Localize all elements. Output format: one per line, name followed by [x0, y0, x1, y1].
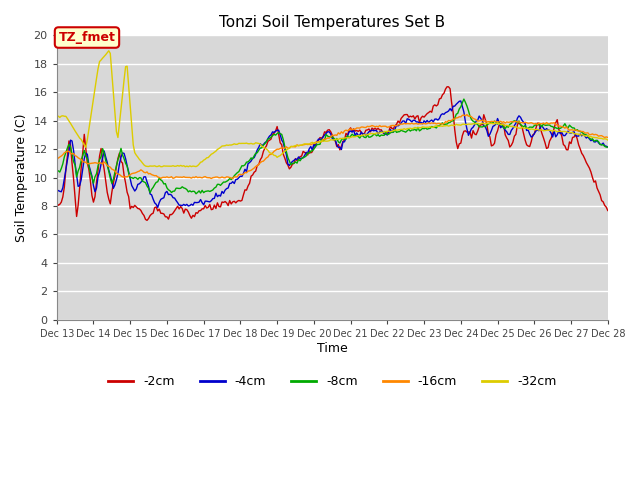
-2cm [540, 135, 547, 141]
-16cm [540, 120, 547, 126]
-4cm [154, 204, 161, 210]
-16cm [368, 123, 376, 129]
Line: -16cm: -16cm [57, 115, 608, 179]
-4cm [540, 125, 547, 131]
-4cm [68, 138, 76, 144]
-16cm [53, 156, 61, 162]
Line: -8cm: -8cm [57, 99, 608, 194]
-16cm [156, 175, 163, 180]
-4cm [157, 196, 164, 202]
-4cm [368, 127, 376, 133]
-32cm [182, 164, 189, 169]
Title: Tonzi Soil Temperatures Set B: Tonzi Soil Temperatures Set B [219, 15, 445, 30]
Line: -2cm: -2cm [57, 87, 608, 220]
-2cm [143, 217, 151, 223]
-2cm [399, 114, 406, 120]
-32cm [370, 131, 378, 136]
-4cm [387, 127, 394, 132]
-4cm [399, 118, 406, 124]
-8cm [156, 175, 163, 181]
-2cm [53, 200, 61, 206]
-8cm [399, 128, 406, 134]
-8cm [53, 168, 61, 173]
-4cm [53, 189, 61, 195]
-32cm [401, 126, 408, 132]
-32cm [68, 123, 76, 129]
-8cm [192, 191, 200, 197]
-16cm [463, 112, 471, 118]
-32cm [604, 137, 612, 143]
-2cm [387, 123, 394, 129]
Text: TZ_fmet: TZ_fmet [58, 31, 115, 44]
-32cm [105, 48, 113, 54]
-8cm [387, 130, 394, 136]
-2cm [157, 210, 164, 216]
Line: -4cm: -4cm [57, 101, 608, 207]
-32cm [157, 164, 164, 169]
-32cm [540, 128, 547, 134]
-16cm [604, 134, 612, 140]
-16cm [387, 123, 394, 129]
Y-axis label: Soil Temperature (C): Soil Temperature (C) [15, 113, 28, 242]
-2cm [443, 84, 451, 90]
-2cm [604, 208, 612, 214]
-32cm [388, 129, 396, 134]
-16cm [399, 121, 406, 127]
-16cm [229, 176, 237, 181]
-8cm [68, 151, 76, 157]
X-axis label: Time: Time [317, 342, 348, 355]
-4cm [604, 144, 612, 150]
Legend: -2cm, -4cm, -8cm, -16cm, -32cm: -2cm, -4cm, -8cm, -16cm, -32cm [103, 370, 561, 393]
-32cm [53, 113, 61, 119]
-16cm [68, 151, 76, 157]
-8cm [368, 133, 376, 139]
-4cm [457, 98, 465, 104]
-2cm [68, 160, 76, 166]
Line: -32cm: -32cm [57, 51, 608, 167]
-8cm [540, 120, 547, 126]
-8cm [604, 144, 612, 150]
-8cm [460, 96, 468, 102]
-2cm [368, 125, 376, 131]
